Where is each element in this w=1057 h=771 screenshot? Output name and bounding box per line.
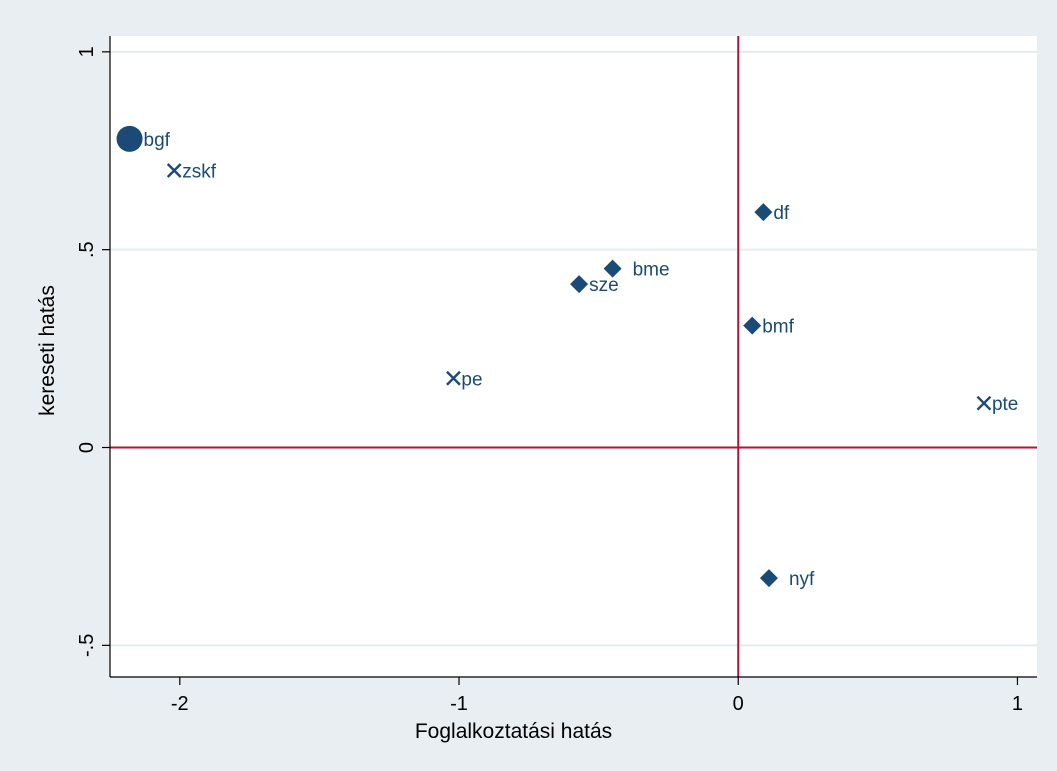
- point-marker: [759, 569, 778, 588]
- point-pe: pe: [446, 369, 483, 390]
- point-marker: [603, 259, 622, 278]
- point-marker: [116, 125, 143, 152]
- point-bgf: bgf: [116, 125, 171, 152]
- x-tick-label: 1: [1012, 693, 1023, 715]
- point-nyf: nyf: [759, 569, 815, 590]
- point-bme: bme: [603, 259, 670, 281]
- point-label: bmf: [762, 317, 794, 338]
- y-tick-label: -.5: [76, 634, 98, 657]
- point-label: bme: [633, 260, 670, 281]
- point-label: bgf: [144, 130, 171, 151]
- point-label: pte: [992, 394, 1018, 415]
- point-pte: pte: [976, 394, 1018, 415]
- x-tick-label: -1: [450, 693, 468, 715]
- point-marker: [166, 163, 182, 178]
- point-marker: [570, 275, 589, 294]
- point-marker: [976, 395, 992, 411]
- point-label: sze: [589, 275, 619, 296]
- axes: -2 -1 0 1 -.5 0 .5 1: [76, 36, 1037, 715]
- point-label: pe: [461, 369, 482, 390]
- y-tick-label: 0: [76, 442, 98, 453]
- y-axis-title: kereseti hatás: [36, 285, 59, 416]
- x-tick-label: 0: [733, 693, 744, 715]
- point-marker: [743, 316, 762, 335]
- y-tick-label: .5: [76, 241, 98, 258]
- plot-area: [110, 36, 1037, 677]
- point-label: zskf: [182, 162, 217, 183]
- point-marker: [754, 203, 773, 222]
- point-zskf: zskf: [166, 162, 217, 183]
- x-tick-label: -2: [171, 693, 189, 715]
- point-label: df: [773, 203, 790, 224]
- point-label: nyf: [789, 569, 815, 590]
- point-marker: [446, 370, 461, 386]
- point-df: df: [754, 203, 790, 224]
- x-axis-title: Foglalkoztatási hatás: [415, 720, 612, 743]
- y-tick-label: 1: [76, 46, 98, 57]
- point-bmf: bmf: [743, 316, 795, 338]
- point-sze: sze: [570, 275, 619, 296]
- reference-lines: [110, 36, 1037, 677]
